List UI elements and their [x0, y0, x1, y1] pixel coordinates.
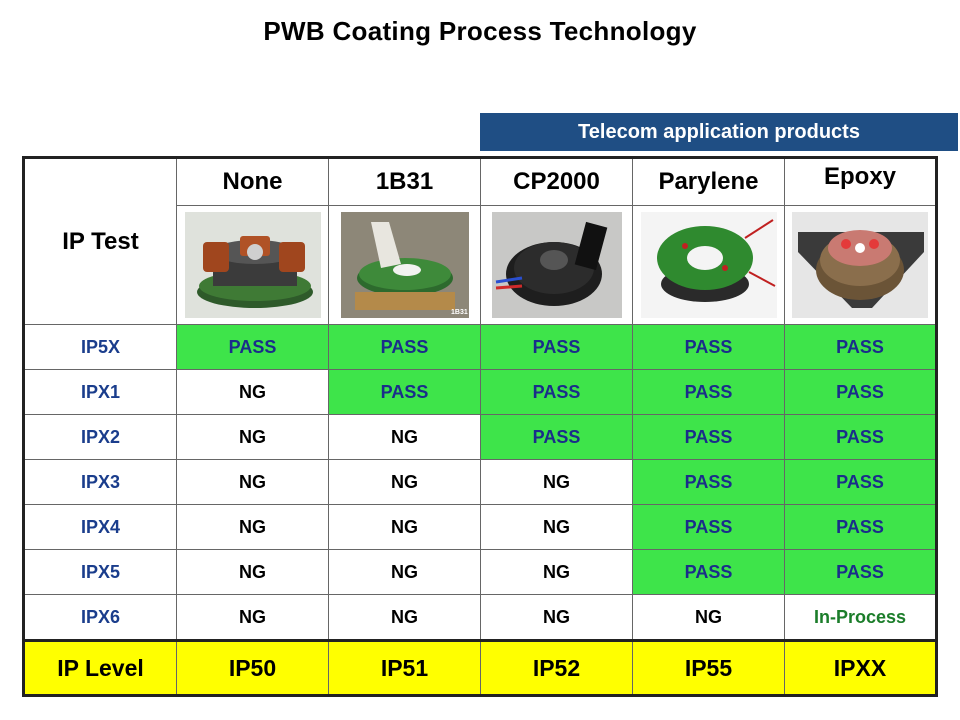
result-cell: PASS	[632, 504, 785, 550]
epoxy-potted-board-photo	[792, 212, 928, 318]
result-cell: PASS	[632, 549, 785, 595]
photo-cell-1b31: 1B31	[328, 205, 481, 325]
row-label: IPX5	[23, 549, 177, 595]
column-header-cp2000: CP2000	[480, 157, 633, 206]
result-cell: NG	[328, 414, 481, 460]
photo-cell-none	[176, 205, 329, 325]
ip-level-label: IP Level	[23, 639, 177, 696]
column-header-none: None	[176, 157, 329, 206]
result-cell: PASS	[480, 324, 633, 370]
row-label: IPX6	[23, 594, 177, 641]
ip-test-table: IP Test None 1B31 CP2000 Parylene Epoxy	[22, 156, 938, 697]
row-label: IPX3	[23, 459, 177, 505]
result-cell: NG	[176, 504, 329, 550]
result-cell: NG	[328, 504, 481, 550]
result-cell: NG	[480, 594, 633, 641]
column-header-parylene: Parylene	[632, 157, 785, 206]
result-cell: PASS	[328, 324, 481, 370]
slide-title: PWB Coating Process Technology	[263, 16, 697, 46]
result-cell: PASS	[480, 369, 633, 415]
row-label: IP5X	[23, 324, 177, 370]
photo-cell-epoxy	[784, 205, 937, 325]
result-cell: PASS	[784, 324, 937, 370]
result-cell: NG	[328, 594, 481, 641]
result-cell: NG	[176, 594, 329, 641]
result-cell: NG	[176, 549, 329, 595]
photo-row: 1B31	[24, 205, 937, 325]
result-cell: NG	[176, 369, 329, 415]
result-cell: NG	[480, 504, 633, 550]
result-cell: PASS	[632, 369, 785, 415]
table-row: IPX4 NG NG NG PASS PASS	[23, 504, 937, 550]
result-cell: NG	[176, 414, 329, 460]
result-cell: NG	[328, 549, 481, 595]
photo-cell-parylene	[632, 205, 785, 325]
ip-level-row: IP Level IP50 IP51 IP52 IP55 IPXX	[23, 639, 937, 696]
result-cell: PASS	[632, 414, 785, 460]
result-cell: PASS	[480, 414, 633, 460]
table-row: IPX5 NG NG NG PASS PASS	[23, 549, 937, 595]
ip-level-value: IP50	[176, 639, 329, 696]
ip-level-value: IP51	[328, 639, 481, 696]
1b31-coated-board-photo: 1B31	[340, 212, 469, 318]
ip-level-value: IP52	[480, 639, 633, 696]
telecom-banner: Telecom application products	[480, 113, 958, 151]
table-row: IPX1 NG PASS PASS PASS PASS	[23, 369, 937, 415]
result-cell: NG	[480, 459, 633, 505]
row-label: IPX2	[23, 414, 177, 460]
result-cell: PASS	[176, 324, 329, 370]
ip-test-label: IP Test	[23, 157, 177, 325]
result-cell: PASS	[632, 459, 785, 505]
row-label: IPX4	[23, 504, 177, 550]
uncoated-board-photo	[184, 212, 321, 318]
ip-level-value: IPXX	[784, 639, 937, 696]
result-cell: NG	[176, 459, 329, 505]
column-header-1b31: 1B31	[328, 157, 481, 206]
row-label: IPX1	[23, 369, 177, 415]
photo-stamp: 1B31	[451, 309, 468, 316]
table-row: IPX6 NG NG NG NG In-Process	[23, 594, 937, 641]
table-row: IPX2 NG NG PASS PASS PASS	[23, 414, 937, 460]
result-cell: PASS	[784, 504, 937, 550]
photo-cell-cp2000	[480, 205, 633, 325]
table-row: IPX3 NG NG NG PASS PASS	[23, 459, 937, 505]
parylene-coated-board-photo	[640, 212, 777, 318]
result-cell: NG	[328, 459, 481, 505]
result-cell: PASS	[632, 324, 785, 370]
result-cell: NG	[480, 549, 633, 595]
table-row: IP5X PASS PASS PASS PASS PASS	[23, 324, 937, 370]
result-cell: NG	[632, 594, 785, 641]
cp2000-coated-board-photo	[491, 212, 622, 318]
result-cell: PASS	[784, 369, 937, 415]
header-row: IP Test None 1B31 CP2000 Parylene Epoxy	[23, 157, 937, 325]
ip-level-value: IP55	[632, 639, 785, 696]
result-cell: PASS	[784, 414, 937, 460]
result-cell: PASS	[784, 459, 937, 505]
column-header-epoxy: Epoxy	[784, 157, 937, 206]
result-cell: PASS	[328, 369, 481, 415]
result-cell: In-Process	[784, 594, 937, 641]
result-cell: PASS	[784, 549, 937, 595]
